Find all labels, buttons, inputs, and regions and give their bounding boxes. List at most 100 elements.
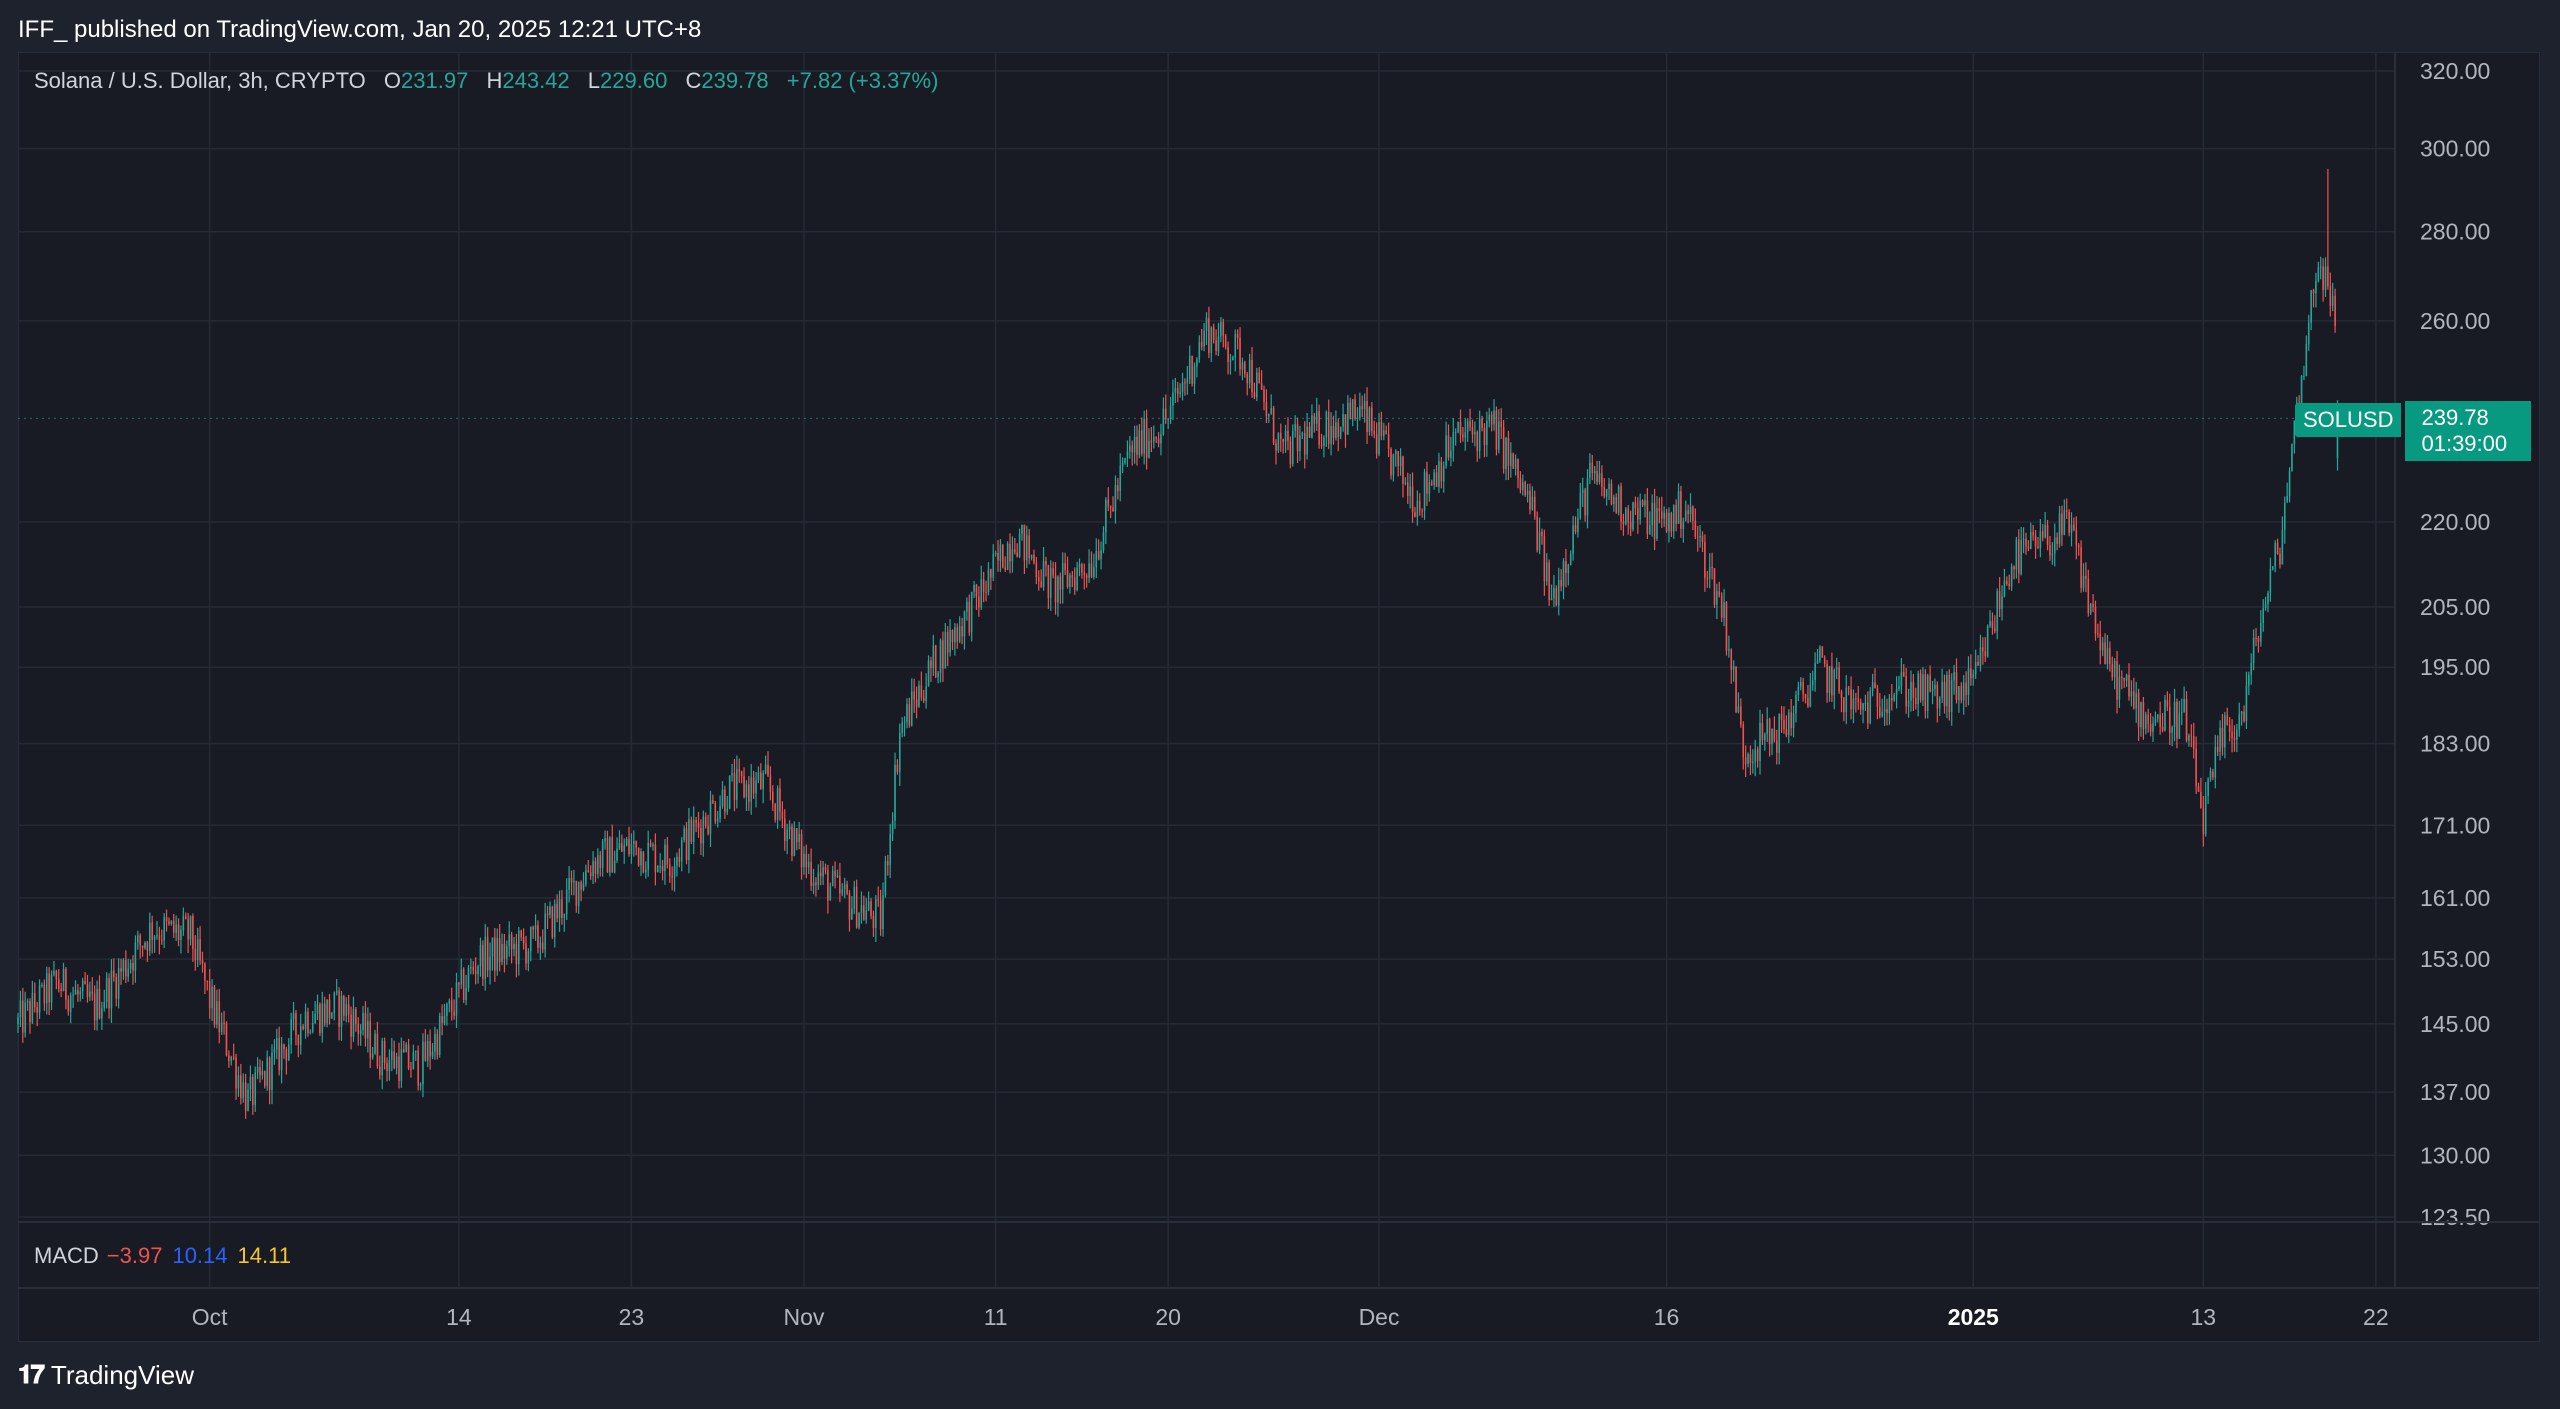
candle-body [1601,473,1603,488]
candle-body [982,579,985,592]
candle-body [1905,675,1907,707]
candle-body [1064,562,1066,571]
candle-body [1723,602,1725,618]
candle-body [1603,487,1606,497]
candle-body [1938,698,1941,709]
candle-body [371,1053,374,1058]
candle-body [767,764,769,776]
candle-body [1181,382,1184,393]
candle-body [594,861,597,874]
candle-body [462,969,465,1001]
candle-body [1670,513,1673,532]
candle-body [62,969,65,992]
candle-body [1220,321,1222,337]
candle-body [604,838,606,842]
candle-body [1756,749,1759,761]
candle-body [1174,387,1177,393]
candle-body [1239,337,1241,370]
candle-body [934,645,937,678]
price-tag-symbol: SOLUSD [2295,403,2402,437]
candle-body [611,837,614,873]
candle-body [819,872,822,877]
candle-body [577,881,580,906]
candle-body [1881,711,1884,717]
candle-body [134,942,137,971]
candle-body [1229,360,1232,362]
candle-body [1150,440,1153,442]
candle-body [484,936,487,979]
candle-body [700,827,702,844]
candle-body [2099,633,2102,651]
candle-body [1572,525,1574,555]
candle-body [1632,502,1634,530]
open-value: 231.97 [401,68,469,93]
candle-body [2233,737,2236,740]
candle-body [1922,674,1924,701]
candle-body [1668,513,1670,532]
candle-body [769,775,772,792]
candle-body [1167,418,1169,420]
candle-body [244,1082,247,1111]
candle-body [692,820,695,842]
candle-body [2034,535,2037,547]
candle-body [2209,771,2212,779]
candle-body [1049,568,1052,598]
candle-body [1807,697,1809,707]
candle-body [2010,566,2013,587]
candle-body [1541,531,1543,537]
candle-body [187,918,189,940]
candle-body [553,903,556,938]
candle-body [74,990,77,995]
candle-body [1320,444,1323,446]
candle-body [877,899,880,901]
candle-body [1864,702,1867,704]
time-axis-label: 11 [984,1304,1008,1330]
candle-body [839,875,841,894]
candle-body [2271,566,2274,569]
candle-body [228,1055,230,1061]
candle-body [704,816,707,827]
candle-body [829,885,832,901]
candle-body [386,1063,388,1072]
candle-body [889,834,892,866]
candle-body [328,999,331,1019]
candle-body [2116,661,2118,700]
candle-body [1728,649,1730,651]
tradingview-logo[interactable]: 𝟏𝟕 TradingView [18,1360,194,1391]
candle-body [307,1011,309,1033]
candle-body [1205,317,1208,331]
candle-body [2068,511,2070,533]
candle-body [2288,470,2291,496]
candle-body [999,544,1002,561]
tradingview-logo-icon: 𝟏𝟕 [18,1360,45,1390]
candle-body [199,939,201,961]
candle-body [1169,405,1172,419]
candle-body [2094,606,2097,634]
candle-body [1270,407,1272,414]
candle-body [2106,648,2109,665]
candle-body [196,939,199,961]
macd-signal-value: 14.11 [237,1243,291,1268]
candle-body [110,970,113,1009]
candle-body [1478,418,1481,451]
candle-body [256,1067,259,1073]
candle-body [1989,621,1991,627]
candle-body [1713,568,1716,605]
candle-body [1931,688,1934,692]
candle-body [2156,714,2159,719]
candle-body [817,872,820,886]
candle-body [2315,281,2317,294]
candle-body [913,691,915,700]
time-axis-label: 14 [446,1304,472,1330]
candle-body [2056,537,2058,544]
candle-body [2027,546,2030,549]
candle-body [2049,545,2051,556]
candle-body [2001,596,2003,609]
candle-body [2061,513,2063,535]
candle-body [398,1056,400,1082]
candle-body [1598,473,1601,482]
candle-body [803,853,805,868]
candle-body [1867,702,1869,723]
candle-body [168,921,170,924]
